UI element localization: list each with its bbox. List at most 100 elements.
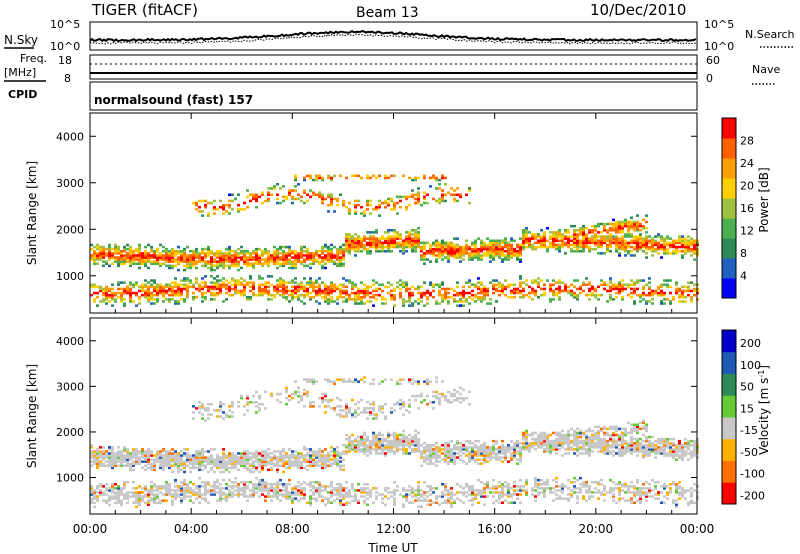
heatmap-cell <box>153 256 156 259</box>
heatmap-cell <box>207 470 210 474</box>
heatmap-cell <box>318 489 321 492</box>
heatmap-cell <box>579 231 582 234</box>
heatmap-cell <box>234 279 237 282</box>
heatmap-cell <box>651 302 654 305</box>
heatmap-cell <box>453 193 456 196</box>
heatmap-cell <box>666 247 669 251</box>
heatmap-cell <box>306 458 309 461</box>
heatmap-cell <box>375 298 378 301</box>
heatmap-cell <box>132 252 135 255</box>
heatmap-cell <box>315 293 318 297</box>
heatmap-cell <box>522 239 525 242</box>
heatmap-cell <box>366 411 369 414</box>
heatmap-cell <box>408 398 411 402</box>
heatmap-cell <box>162 487 165 490</box>
heatmap-cell <box>444 452 447 455</box>
heatmap-cell <box>405 442 408 445</box>
heatmap-cell <box>441 298 444 301</box>
heatmap-cell <box>228 250 231 253</box>
heatmap-cell <box>420 296 423 299</box>
heatmap-cell <box>138 493 141 496</box>
heatmap-cell <box>588 247 591 251</box>
heatmap-cell <box>186 483 189 486</box>
heatmap-cell <box>303 260 306 263</box>
heatmap-cell <box>279 450 282 453</box>
heatmap-cell <box>363 444 366 447</box>
heatmap-cell <box>273 285 276 289</box>
heatmap-cell <box>111 252 114 255</box>
heatmap-cell <box>174 454 177 457</box>
heatmap-cell <box>597 241 600 245</box>
heatmap-cell <box>414 231 417 234</box>
heatmap-cell <box>138 243 141 247</box>
heatmap-cell <box>441 300 444 303</box>
heatmap-cell <box>102 456 105 459</box>
heatmap-cell <box>663 279 666 282</box>
heatmap-cell <box>339 398 342 402</box>
heatmap-cell <box>231 464 234 467</box>
heatmap-cell <box>243 252 246 255</box>
heatmap-cell <box>288 454 291 457</box>
heatmap-cell <box>267 462 270 465</box>
heatmap-cell <box>261 468 264 472</box>
heatmap-cell <box>294 277 297 280</box>
heatmap-cell <box>342 452 345 455</box>
heatmap-cell <box>165 264 168 268</box>
heatmap-cell <box>222 206 225 209</box>
heatmap-cell <box>687 247 690 251</box>
heatmap-cell <box>666 241 669 245</box>
heatmap-cell <box>693 283 696 286</box>
heatmap-cell <box>363 495 366 498</box>
heatmap-cell <box>423 256 426 259</box>
heatmap-cell <box>345 444 348 447</box>
heatmap-cell <box>216 281 219 284</box>
heatmap-cell <box>216 293 219 297</box>
heatmap-cell <box>306 378 309 381</box>
heatmap-cell <box>513 250 516 253</box>
heatmap-cell <box>600 231 603 234</box>
heatmap-cell <box>591 235 594 238</box>
heatmap-cell <box>525 245 528 249</box>
heatmap-cell <box>348 437 351 441</box>
heatmap-cell <box>666 243 669 247</box>
heatmap-cell <box>429 450 432 453</box>
heatmap-cell <box>450 456 453 459</box>
heatmap-cell <box>330 176 333 180</box>
heatmap-cell <box>645 231 648 234</box>
heatmap-cell <box>375 293 378 297</box>
heatmap-cell <box>243 462 246 465</box>
heatmap-cell <box>483 252 486 255</box>
heatmap-cell <box>219 254 222 257</box>
heatmap-cell <box>288 189 291 192</box>
heatmap-cell <box>621 227 624 230</box>
heatmap-cell <box>177 287 180 291</box>
heatmap-cell <box>360 491 363 494</box>
heatmap-cell <box>444 398 447 402</box>
heatmap-cell <box>213 448 216 451</box>
heatmap-cell <box>612 287 615 291</box>
heatmap-cell <box>183 298 186 301</box>
heatmap-cell <box>237 193 240 196</box>
heatmap-cell <box>333 260 336 263</box>
heatmap-cell <box>105 460 108 463</box>
heatmap-cell <box>339 291 342 295</box>
heatmap-cell <box>168 258 171 261</box>
heatmap-cell <box>495 279 498 282</box>
heatmap-cell <box>390 444 393 447</box>
heatmap-cell <box>201 450 204 453</box>
heatmap-cell <box>102 298 105 301</box>
heatmap-cell <box>231 293 234 297</box>
heatmap-cell <box>549 231 552 234</box>
heatmap-cell <box>684 252 687 255</box>
heatmap-cell <box>321 260 324 263</box>
heatmap-cell <box>276 183 279 186</box>
heatmap-cell <box>480 258 483 261</box>
heatmap-cell <box>345 487 348 490</box>
heatmap-cell <box>387 433 390 437</box>
heatmap-cell <box>447 258 450 261</box>
heatmap-cell <box>144 256 147 259</box>
heatmap-cell <box>438 201 441 205</box>
heatmap-cell <box>459 193 462 196</box>
heatmap-cell <box>120 499 123 502</box>
heatmap-cell <box>273 458 276 461</box>
